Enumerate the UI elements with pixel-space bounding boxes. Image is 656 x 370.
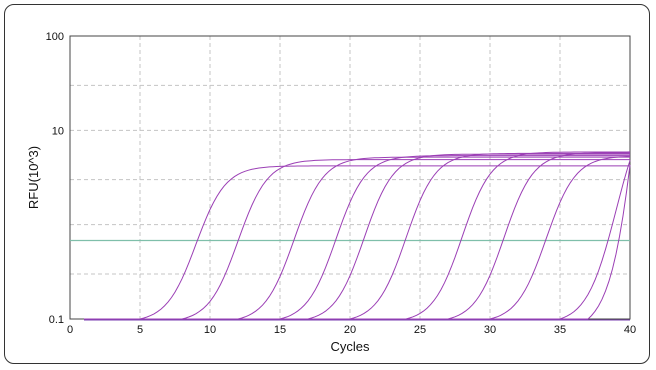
y-axis-label: RFU(10^3) <box>26 146 41 209</box>
x-tick-label: 30 <box>484 324 496 336</box>
series-layer <box>84 151 631 321</box>
amplification-curve <box>84 153 630 320</box>
amplification-curve <box>84 155 631 320</box>
x-tick-label: 40 <box>624 324 636 336</box>
amplification-curve <box>84 155 630 320</box>
amplification-curve <box>84 160 631 320</box>
amplification-curve <box>84 164 631 320</box>
amplification-curve <box>84 151 631 320</box>
y-tick-labels: 0.1 10 100 <box>46 31 64 326</box>
chart-frame <box>4 4 650 364</box>
y-tick-label: 0.1 <box>49 314 64 326</box>
x-tick-label: 20 <box>344 324 356 336</box>
amplification-curve <box>84 152 631 320</box>
amplification-curve <box>84 159 630 320</box>
x-tick-label: 5 <box>137 324 143 336</box>
x-tick-label: 25 <box>414 324 426 336</box>
amplification-curve <box>84 165 630 320</box>
y-tick-label: 100 <box>46 31 64 43</box>
x-tick-label: 35 <box>554 324 566 336</box>
x-axis-label: Cycles <box>330 339 370 354</box>
x-tick-labels: 0 5 10 15 20 25 30 35 40 <box>67 324 636 336</box>
amplification-curve <box>84 156 630 320</box>
amplification-curve <box>84 152 630 320</box>
x-tick-label: 10 <box>204 324 216 336</box>
x-tick-label: 15 <box>274 324 286 336</box>
x-tick-label: 0 <box>67 324 73 336</box>
y-tick-label: 10 <box>52 125 64 137</box>
